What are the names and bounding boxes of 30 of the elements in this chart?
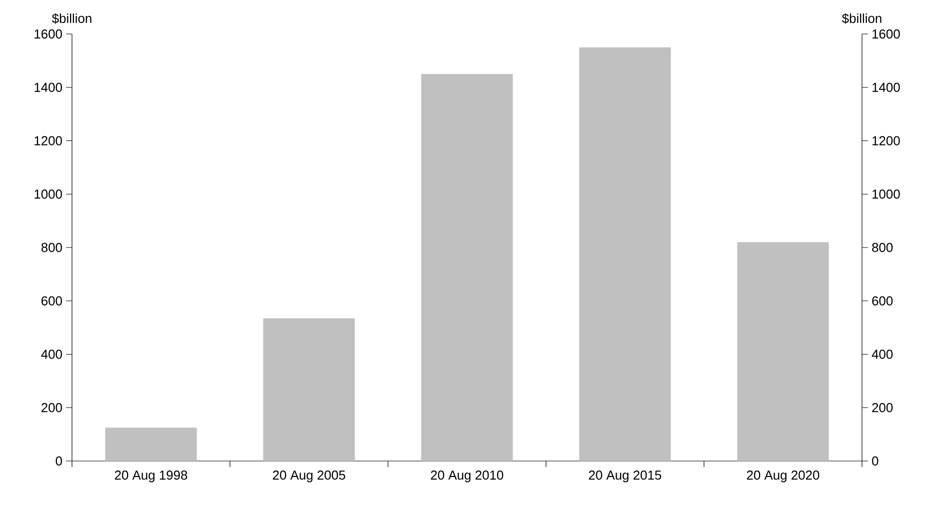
y-tick-label: 400: [41, 350, 62, 359]
y2-tick-label: 0: [872, 456, 878, 466]
x-tick-label: 20 Aug 2010: [430, 470, 504, 482]
y-axis-title: $billion: [52, 13, 92, 24]
y-tick-label: 1600: [34, 29, 62, 39]
y2-tick-label: 600: [872, 296, 893, 306]
y2-axis-title: $billion: [842, 13, 882, 24]
bar: [579, 47, 671, 461]
x-tick-label: 20 Aug 1998: [114, 470, 188, 482]
bar: [263, 318, 355, 461]
y2-tick-label: 200: [872, 403, 893, 412]
x-tick-label: 20 Aug 2015: [588, 470, 662, 482]
y2-tick-label: 1600: [872, 29, 900, 39]
bar: [737, 242, 829, 461]
y-tick-label: 600: [42, 296, 62, 306]
y2-tick-label: 800: [872, 242, 893, 252]
y-tick-label: 0: [56, 456, 62, 466]
y2-tick-label: 1000: [872, 190, 900, 199]
y-tick-label: 1200: [34, 136, 62, 146]
x-tick-label: 20 Aug 2005: [272, 470, 346, 482]
y2-tick-label: 1200: [872, 136, 900, 146]
bar: [105, 428, 197, 461]
y-tick-label: 200: [42, 403, 62, 412]
bar: [421, 74, 513, 461]
y-tick-label: 1400: [34, 82, 62, 92]
y2-tick-label: 400: [872, 350, 893, 359]
y2-tick-label: 1400: [872, 82, 900, 92]
x-tick-label: 20 Aug 2020: [746, 470, 820, 482]
y-tick-label: 800: [41, 242, 62, 252]
y-tick-label: 1000: [34, 190, 62, 199]
